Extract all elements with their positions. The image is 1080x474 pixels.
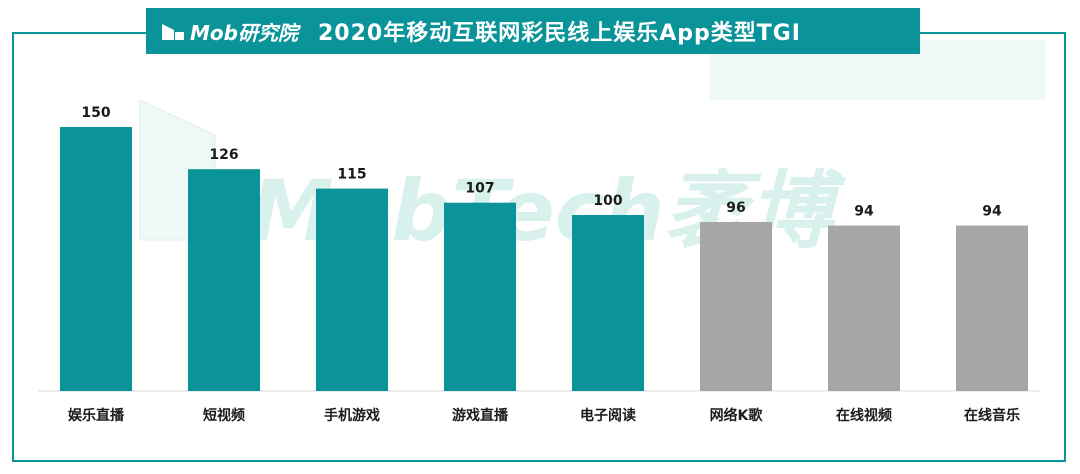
category-labels: 娱乐直播 短视频 手机游戏 游戏直播 电子阅读 网络K歌 在线视频 在线音乐	[68, 407, 1020, 424]
x-tick-label-2: 短视频	[203, 407, 245, 424]
x-tick-label-4: 游戏直播	[452, 407, 509, 424]
chart-title: 2020年移动互联网彩民线上娱乐App类型TGI	[317, 21, 801, 46]
data-label-3: 115	[337, 167, 366, 183]
bar-2	[188, 169, 260, 391]
data-label-1: 150	[81, 105, 110, 121]
data-label-2: 126	[209, 147, 238, 163]
x-tick-label-8: 在线音乐	[964, 407, 1020, 424]
bar-5	[572, 215, 644, 391]
bar-8	[956, 225, 1028, 391]
data-label-7: 94	[854, 204, 874, 220]
bar-6	[700, 222, 772, 391]
x-tick-label-5: 电子阅读	[580, 407, 636, 424]
x-tick-label-7: 在线视频	[836, 407, 892, 424]
x-tick-label-6: 网络K歌	[710, 407, 764, 424]
bar-1	[60, 127, 132, 391]
x-tick-label-3: 手机游戏	[324, 407, 380, 424]
data-label-6: 96	[726, 200, 745, 216]
data-label-4: 107	[465, 181, 494, 197]
title-banner: Mob研究院 2020年移动互联网彩民线上娱乐App类型TGI	[146, 8, 920, 54]
bar-3	[316, 188, 388, 391]
watermark-banner-shape	[710, 40, 1045, 100]
brand-logo: Mob研究院	[156, 14, 306, 48]
data-labels: 150 126 115 107 100 96 94 94	[81, 105, 1002, 220]
data-label-5: 100	[593, 193, 622, 209]
bar-4	[444, 202, 516, 391]
brand-logo-icon	[162, 24, 184, 40]
bar-7	[828, 225, 900, 391]
data-label-8: 94	[982, 204, 1002, 220]
bars	[60, 127, 1028, 391]
x-tick-label-1: 娱乐直播	[68, 407, 125, 424]
brand-logo-text: Mob研究院	[190, 20, 298, 45]
